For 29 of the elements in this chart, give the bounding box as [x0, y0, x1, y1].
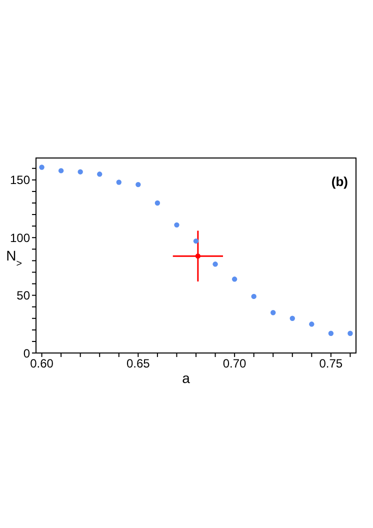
y-tick-label: 150: [10, 173, 30, 188]
y-axis-title: N$_{>}$: [6, 248, 22, 269]
y-tick-label: 0: [23, 346, 30, 360]
point: [193, 238, 199, 244]
point: [232, 276, 238, 282]
x-tick-label: 0.75: [319, 356, 343, 371]
point: [116, 180, 122, 185]
point: [348, 330, 353, 336]
point: [270, 310, 276, 316]
point: [212, 262, 218, 267]
point: [97, 172, 102, 177]
x-axis-title: a: [182, 370, 190, 386]
x-tick-label: 0.65: [126, 356, 150, 371]
point: [309, 322, 314, 327]
point: [251, 294, 256, 300]
point: [78, 169, 83, 174]
point: [39, 164, 44, 170]
y-tick-label: 100: [10, 230, 30, 245]
x-tick-label: 0.70: [222, 356, 247, 371]
point: [290, 316, 295, 321]
point: [154, 200, 160, 206]
point: [195, 253, 201, 259]
x-tick-label: 0.60: [30, 356, 54, 371]
y-tick-label: 50: [16, 288, 30, 303]
point: [328, 330, 334, 336]
point: [174, 222, 180, 228]
point: [58, 168, 64, 174]
point: [136, 182, 141, 188]
annotation: (b): [331, 174, 348, 189]
